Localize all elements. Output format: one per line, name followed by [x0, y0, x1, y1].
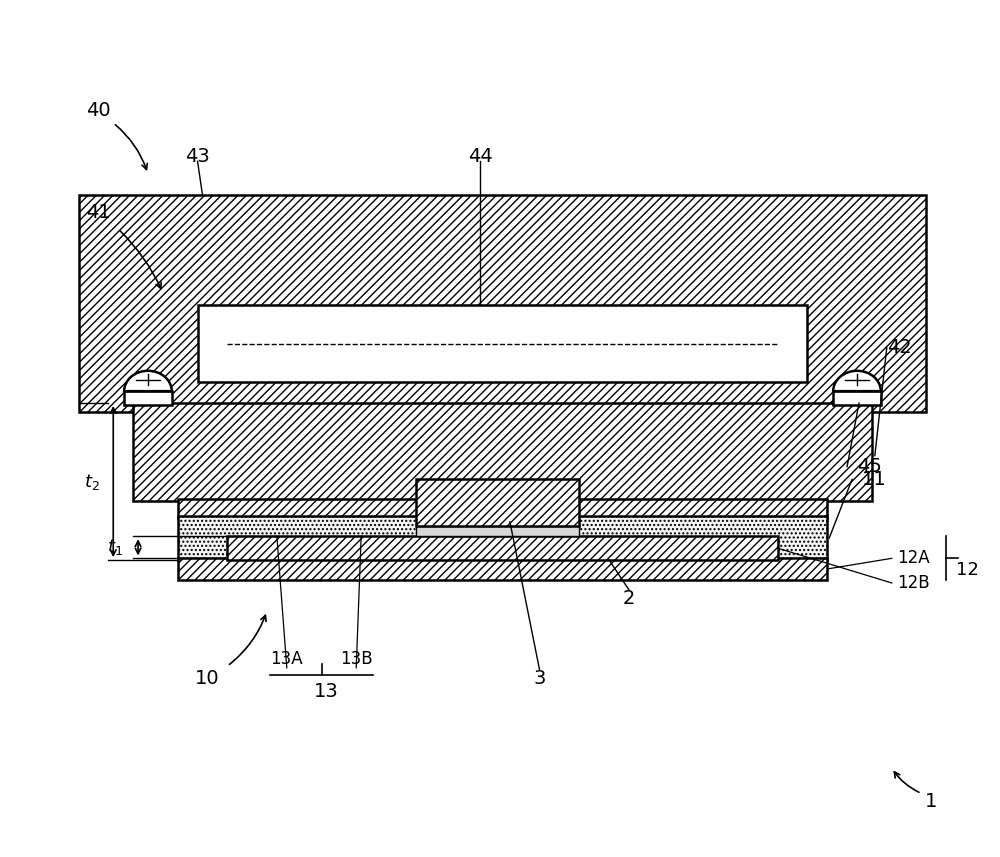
Text: $t_1$: $t_1$	[107, 537, 123, 557]
Text: 13B: 13B	[340, 650, 373, 668]
Bar	[178, 499, 827, 518]
Bar	[833, 391, 881, 405]
Text: 45: 45	[857, 457, 882, 476]
Text: $t_2$: $t_2$	[84, 472, 99, 492]
Wedge shape	[833, 371, 881, 391]
Bar	[227, 536, 778, 560]
Text: 12: 12	[956, 561, 979, 579]
Bar	[133, 403, 872, 500]
Bar	[198, 305, 807, 382]
Text: 3: 3	[533, 669, 546, 688]
Text: 2: 2	[623, 589, 635, 608]
Bar	[178, 559, 827, 579]
Bar	[416, 526, 579, 536]
Text: 12B: 12B	[897, 574, 929, 592]
Wedge shape	[124, 371, 172, 391]
Text: 13: 13	[314, 682, 339, 701]
Text: 42: 42	[887, 339, 912, 357]
Bar	[79, 195, 926, 411]
Bar	[124, 391, 172, 405]
Text: 13A: 13A	[270, 650, 303, 668]
Bar	[416, 479, 579, 526]
Text: 43: 43	[185, 147, 210, 166]
Text: 11: 11	[862, 470, 887, 489]
Text: 10: 10	[195, 669, 220, 688]
Text: 12A: 12A	[897, 549, 929, 567]
Text: 40: 40	[86, 101, 111, 120]
Text: 44: 44	[468, 147, 493, 166]
Bar	[178, 516, 827, 560]
Text: 1: 1	[925, 793, 938, 812]
Text: 41: 41	[86, 202, 111, 222]
